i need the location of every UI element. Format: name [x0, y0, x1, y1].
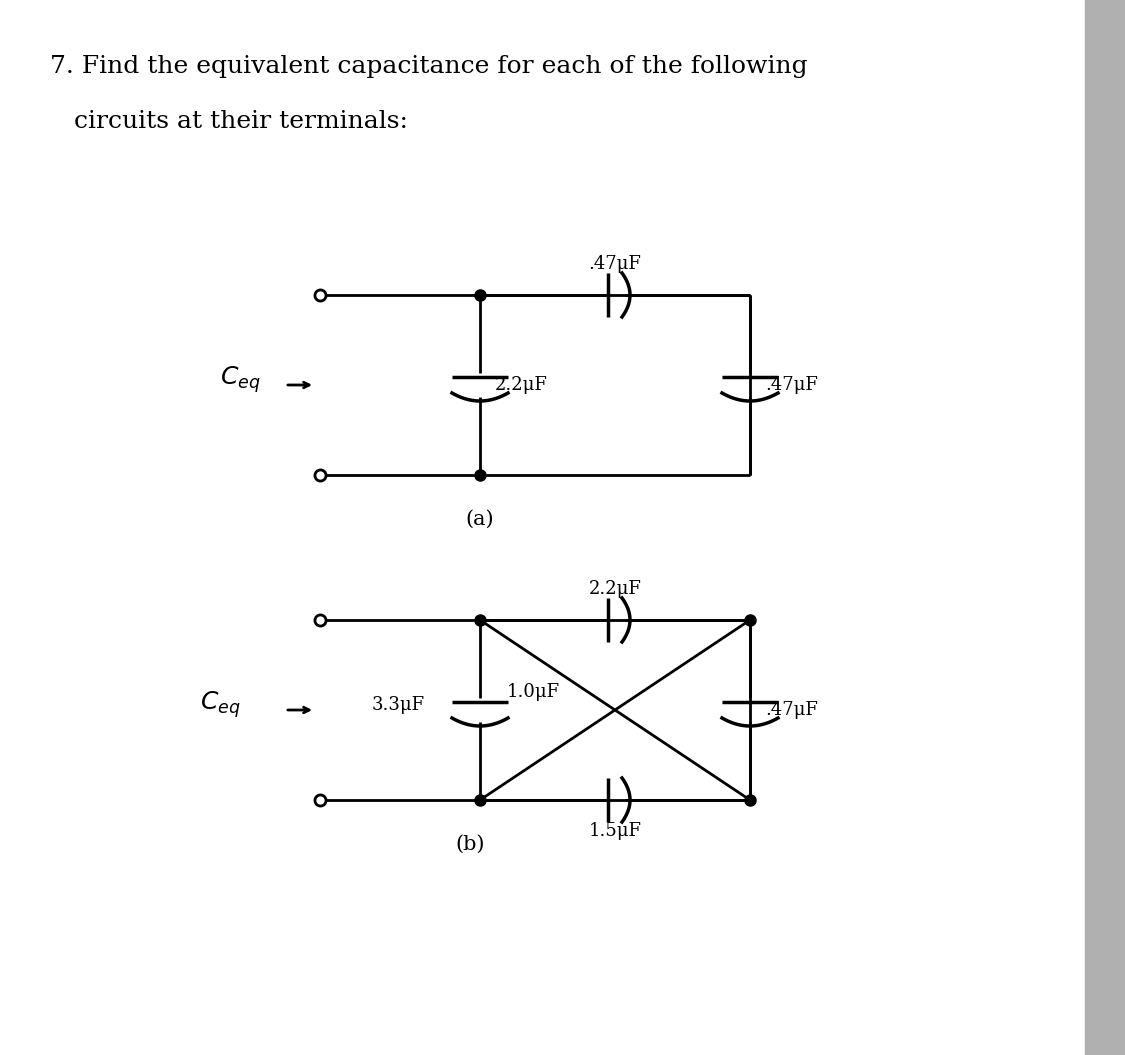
Text: (b): (b): [456, 835, 485, 853]
Text: 7. Find the equivalent capacitance for each of the following: 7. Find the equivalent capacitance for e…: [50, 55, 808, 78]
Polygon shape: [1084, 0, 1125, 1055]
Text: $C_{eq}$: $C_{eq}$: [200, 690, 241, 721]
Text: $C_{eq}$: $C_{eq}$: [220, 365, 261, 396]
Text: 3.3μF: 3.3μF: [372, 696, 425, 714]
Text: .47μF: .47μF: [765, 376, 818, 394]
Text: 2.2μF: 2.2μF: [495, 376, 548, 394]
Text: 2.2μF: 2.2μF: [588, 580, 641, 598]
Text: 1.5μF: 1.5μF: [588, 822, 641, 840]
Text: (a): (a): [466, 510, 494, 529]
Text: circuits at their terminals:: circuits at their terminals:: [50, 110, 408, 133]
Text: 1.0μF: 1.0μF: [507, 683, 560, 701]
Text: .47μF: .47μF: [765, 701, 818, 720]
Text: .47μF: .47μF: [588, 255, 641, 273]
